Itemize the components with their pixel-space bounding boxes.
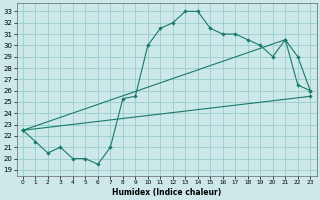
X-axis label: Humidex (Indice chaleur): Humidex (Indice chaleur) xyxy=(112,188,221,197)
